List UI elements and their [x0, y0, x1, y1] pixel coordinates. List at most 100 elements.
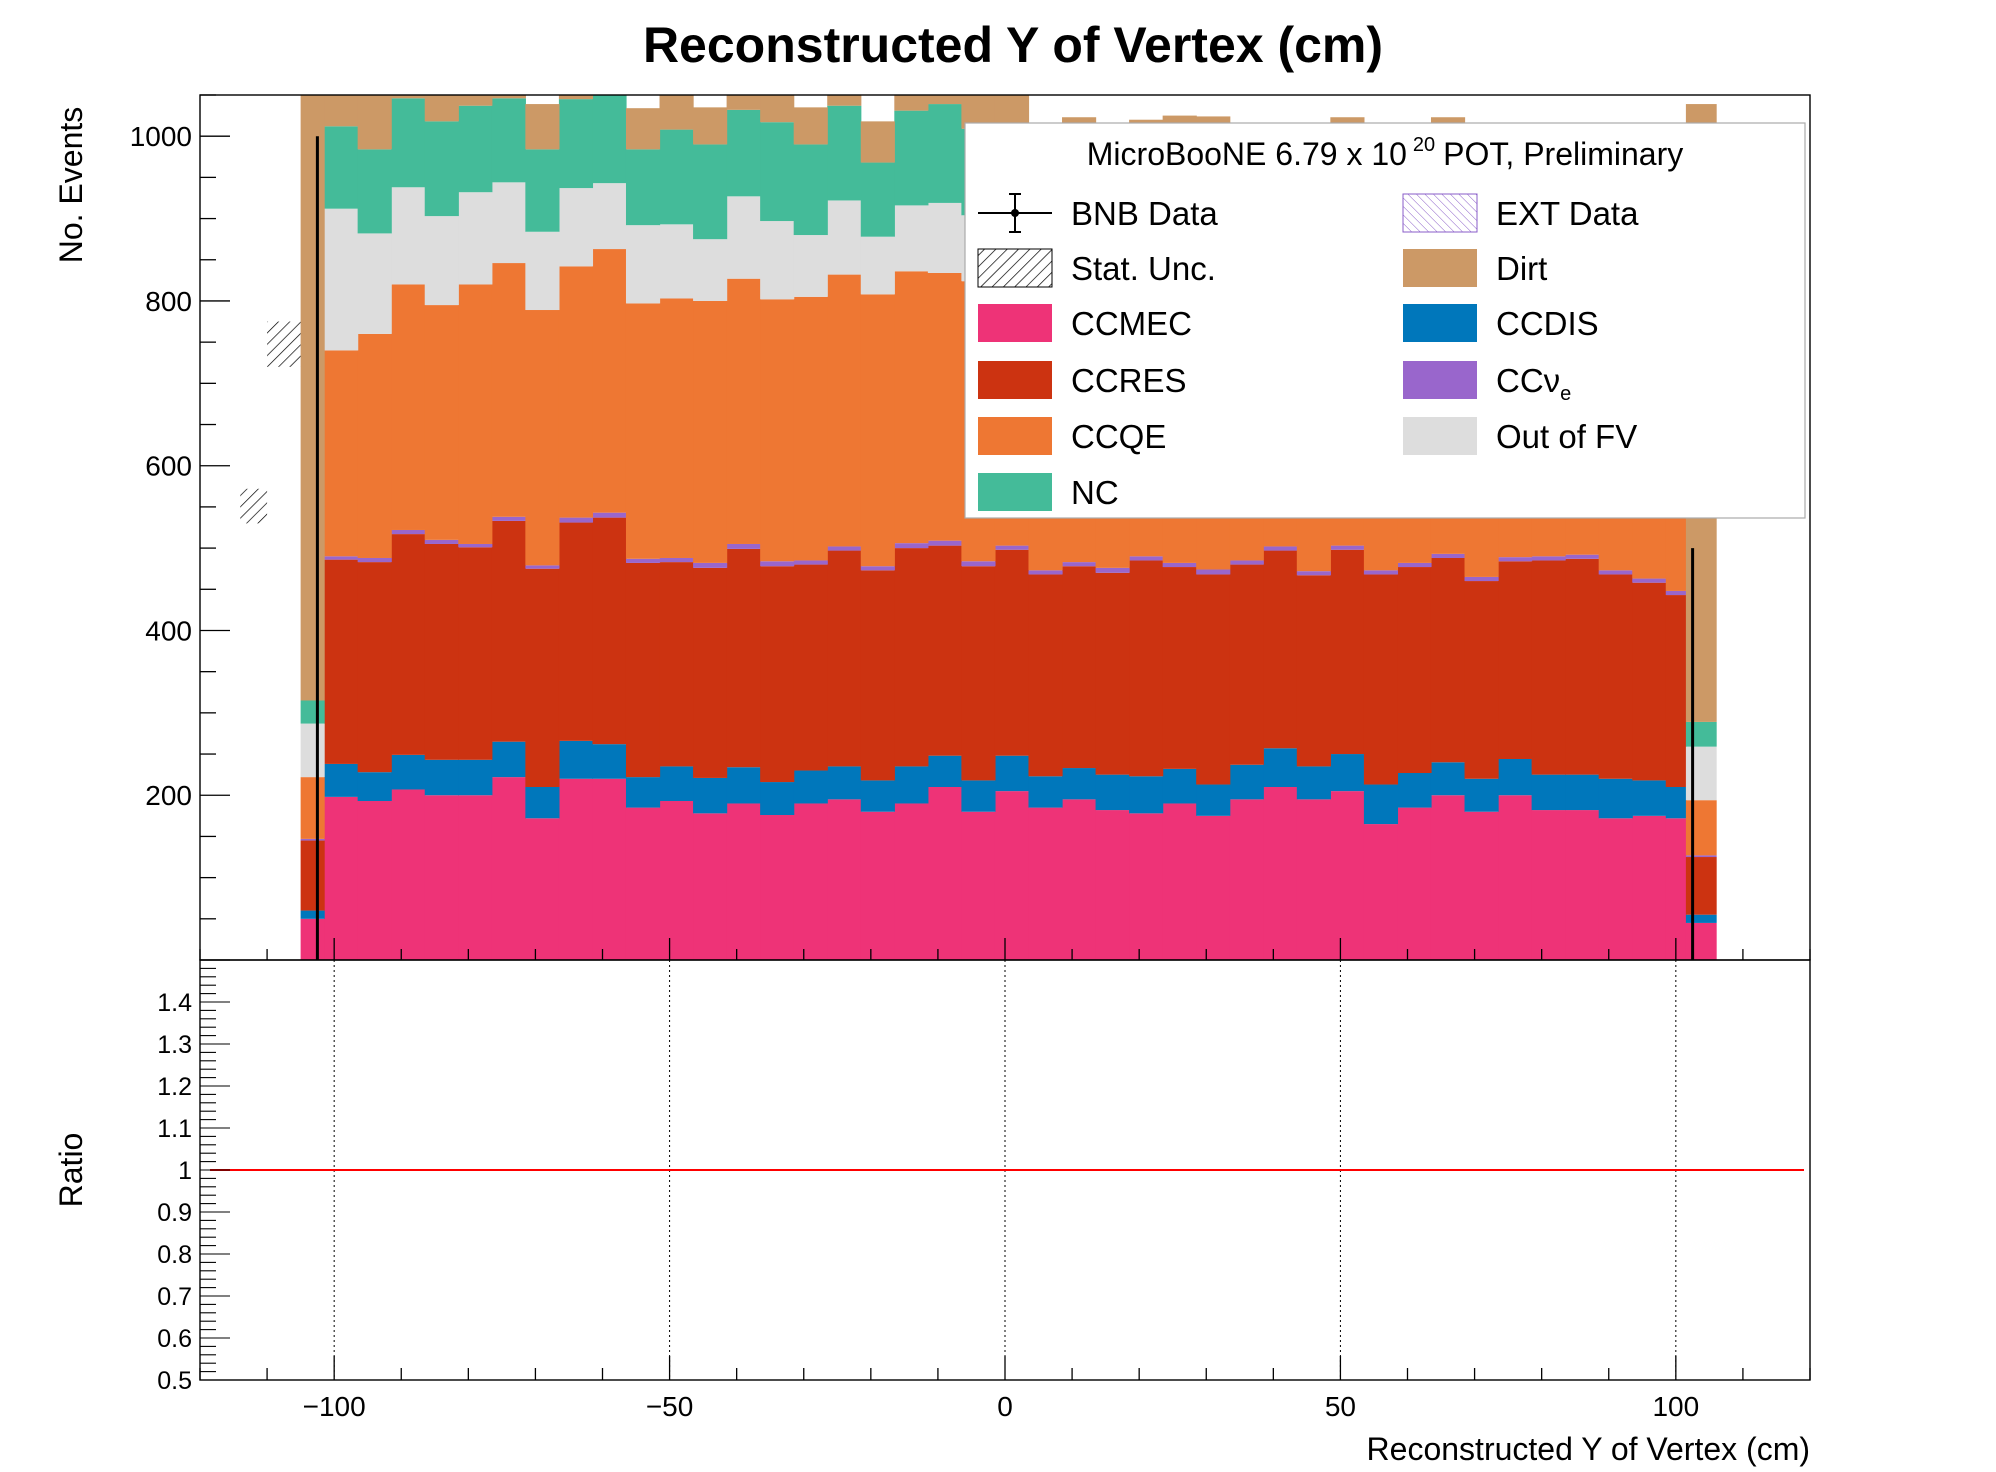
bar-dirt-11 — [659, 95, 694, 130]
bar-ccmec-5 — [458, 795, 493, 960]
bar-ccdis-37 — [1531, 774, 1566, 811]
legend-header-tail: POT, Preliminary — [1443, 136, 1683, 172]
bar-nc-8 — [558, 99, 594, 189]
bar-dirt-14 — [760, 95, 795, 123]
bar-ccres-7 — [525, 568, 560, 787]
bar-ccres-25 — [1129, 560, 1164, 777]
legend-right-4-label: Out of FV — [1496, 418, 1637, 455]
bar-ccmec-37 — [1531, 810, 1566, 960]
bar-out-of-fv-5 — [458, 192, 493, 285]
x-axis-ticks-top — [199, 938, 1811, 960]
bar-ccmec-26 — [1162, 803, 1197, 960]
bar-ccdis-41 — [1665, 787, 1687, 819]
bar-ccres-27 — [1196, 574, 1231, 785]
bar-ccdis-31 — [1330, 754, 1365, 792]
bar-ccmec-6 — [491, 777, 526, 960]
bar-cc-e-8 — [558, 517, 594, 523]
bar-ccres-31 — [1330, 549, 1365, 755]
chart-title: Reconstructed Y of Vertex (cm) — [643, 17, 1383, 73]
legend-right-3-swatch — [1403, 361, 1477, 399]
bar-nc-10 — [625, 149, 661, 226]
series-cc-e — [300, 512, 1717, 858]
bar-ccqe-0 — [300, 777, 325, 839]
bar-ccmec-11 — [659, 801, 694, 960]
bar-ccdis-4 — [424, 759, 459, 796]
bar-ccmec-38 — [1565, 810, 1600, 960]
bar-cc-e-17 — [860, 566, 895, 571]
bar-ccres-42 — [1685, 857, 1717, 915]
legend-header: MicroBooNE 6.79 x 10 20 POT, Preliminary — [1087, 134, 1683, 172]
legend-left-5-label: NC — [1071, 474, 1119, 511]
x-tick-label-50: 50 — [1325, 1391, 1356, 1422]
bar-ccdis-22 — [1028, 776, 1063, 808]
bar-ccres-5 — [458, 547, 493, 760]
bar-ccdis-1 — [324, 763, 359, 797]
bar-ccres-6 — [491, 520, 526, 742]
bar-ccqe-17 — [860, 294, 895, 567]
bar-cc-e-30 — [1296, 571, 1331, 576]
ratio-axis-label: Ratio — [53, 1133, 89, 1208]
ratio-panel: 0.5 0.6 0.7 0.8 0.9 1 1.1 1.2 1.3 1.4 −100 −50 0 50 1… — [53, 959, 1811, 1467]
bar-ccres-21 — [994, 549, 1030, 756]
legend: MicroBooNE 6.79 x 10 20 POT, Preliminary B… — [964, 122, 1806, 519]
legend-left-0-marker — [1011, 209, 1019, 217]
bar-ccmec-9 — [592, 778, 627, 960]
bar-dirt-5 — [458, 95, 493, 106]
bar-ccmec-19 — [927, 787, 962, 960]
bar-nc-9 — [592, 95, 627, 184]
bar-ccmec-12 — [693, 813, 728, 960]
bar-ccdis-18 — [894, 766, 929, 804]
legend-left-0-label: BNB Data — [1071, 195, 1218, 232]
bar-ccdis-2 — [357, 772, 392, 802]
legend-left-2-label: CCMEC — [1071, 305, 1192, 342]
bar-ccdis-6 — [491, 741, 526, 778]
bar-ccmec-36 — [1498, 795, 1533, 960]
bar-cc-e-24 — [1095, 567, 1130, 573]
bar-ccmec-34 — [1430, 795, 1466, 960]
bar-cc-e-37 — [1531, 556, 1566, 561]
bar-ccmec-41 — [1665, 818, 1687, 960]
x-tick-label-100: 100 — [1652, 1391, 1699, 1422]
bar-dirt-17 — [860, 121, 895, 163]
bar-out-of-fv-3 — [391, 187, 426, 285]
bar-ccdis-26 — [1162, 768, 1197, 804]
bar-ccdis-20 — [961, 780, 996, 812]
bar-ccdis-36 — [1498, 758, 1533, 796]
legend-left-5-swatch — [978, 473, 1052, 511]
bar-dirt-15 — [793, 107, 828, 145]
bar-ccres-29 — [1263, 550, 1298, 749]
bar-ccres-2 — [357, 562, 392, 773]
bar-cc-e-19 — [927, 540, 962, 546]
bar-dirt-10 — [625, 108, 661, 150]
legend-box — [964, 122, 1806, 519]
ratio-tick-label-4: 0.9 — [157, 1199, 192, 1227]
legend-right-4-swatch — [1403, 417, 1477, 455]
bar-ccqe-3 — [391, 284, 426, 530]
bar-ccdis-40 — [1632, 780, 1667, 816]
bar-ccmec-0 — [300, 918, 325, 960]
bar-dirt-16 — [827, 95, 862, 106]
bar-ccres-34 — [1430, 557, 1466, 763]
legend-left-1-label: Stat. Unc. — [1071, 250, 1216, 287]
bar-ccdis-11 — [659, 766, 694, 802]
bar-ccmec-24 — [1095, 810, 1130, 960]
bar-cc-e-15 — [793, 560, 828, 565]
bar-out-of-fv-7 — [525, 231, 560, 311]
bar-ccqe-14 — [760, 299, 795, 562]
bar-dirt-3 — [391, 95, 426, 99]
bar-ccres-32 — [1363, 574, 1399, 785]
bar-dirt-12 — [693, 107, 728, 145]
bar-nc-6 — [491, 98, 526, 183]
y-axis-label: No. Events — [53, 107, 89, 264]
bar-ccmec-10 — [625, 807, 661, 960]
y-tick-label-600: 600 — [145, 451, 192, 482]
bar-ccres-3 — [391, 534, 426, 755]
stat-unc-hatch-group — [240, 321, 301, 524]
bar-ccres-13 — [726, 548, 761, 768]
bar-ccqe-10 — [625, 303, 661, 559]
bar-cc-e-38 — [1565, 554, 1600, 559]
bar-ccdis-28 — [1229, 764, 1264, 800]
bar-cc-e-6 — [491, 516, 526, 521]
bar-ccres-0 — [300, 840, 325, 911]
